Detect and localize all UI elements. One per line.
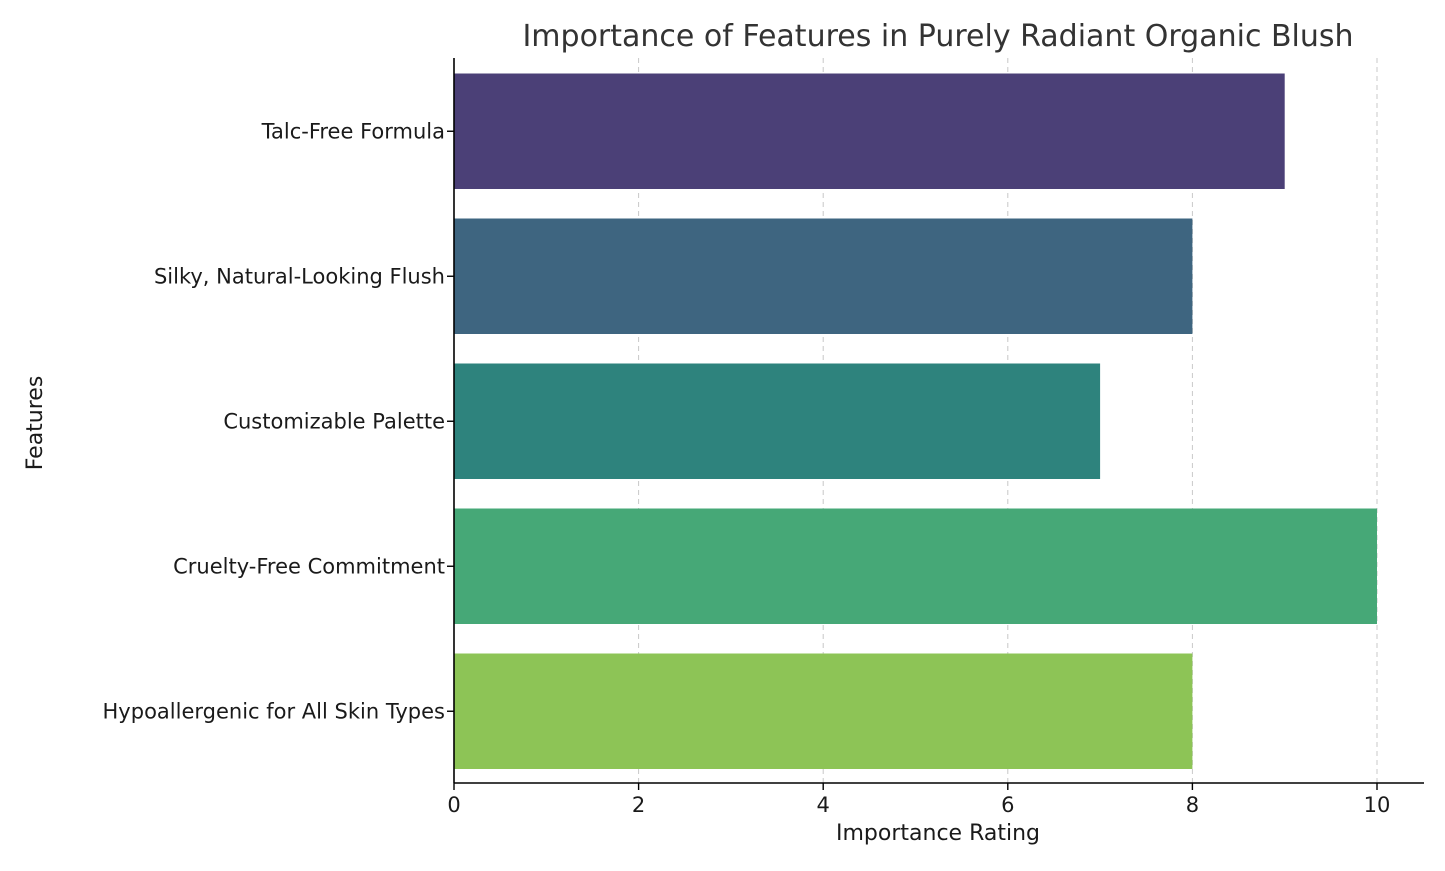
bar bbox=[454, 508, 1377, 624]
x-tick-label: 0 bbox=[447, 793, 460, 817]
category-label: Cruelty-Free Commitment bbox=[173, 554, 445, 578]
x-ticks: 0 2 4 6 8 10 bbox=[447, 783, 1390, 817]
x-axis-label: Importance Rating bbox=[836, 821, 1040, 846]
x-tick-label: 4 bbox=[817, 793, 830, 817]
x-tick-label: 10 bbox=[1364, 793, 1391, 817]
category-label: Talc-Free Formula bbox=[261, 119, 445, 143]
y-axis-label: Features bbox=[23, 376, 48, 471]
bars bbox=[454, 73, 1377, 769]
x-tick-label: 2 bbox=[632, 793, 645, 817]
y-ticks: Talc-Free Formula Silky, Natural-Looking … bbox=[103, 119, 454, 723]
axes bbox=[453, 58, 1424, 784]
category-label: Silky, Natural-Looking Flush bbox=[154, 264, 445, 288]
category-label: Hypoallergenic for All Skin Types bbox=[103, 699, 445, 723]
bar bbox=[454, 363, 1101, 479]
x-tick-label: 6 bbox=[1001, 793, 1014, 817]
category-label: Customizable Palette bbox=[223, 409, 445, 433]
bar bbox=[454, 653, 1193, 769]
bar bbox=[454, 73, 1285, 189]
x-tick-label: 8 bbox=[1186, 793, 1199, 817]
bar bbox=[454, 218, 1193, 334]
chart-title: Importance of Features in Purely Radiant… bbox=[522, 19, 1353, 54]
